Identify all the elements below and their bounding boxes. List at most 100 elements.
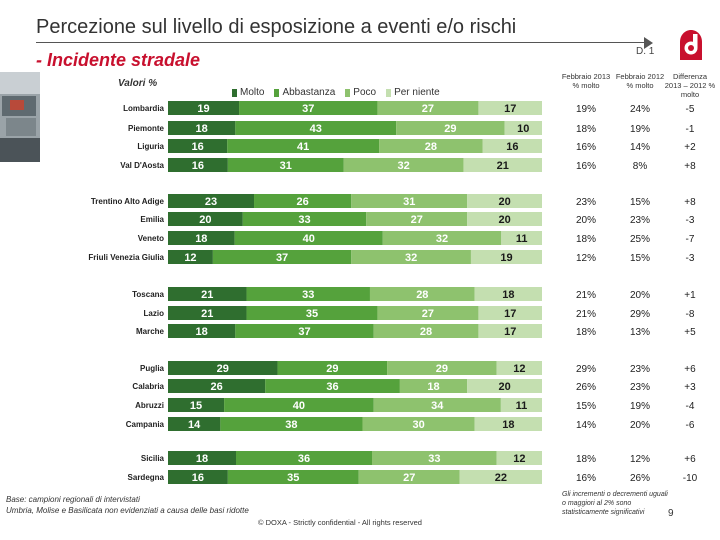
difference-value: +1 bbox=[684, 290, 696, 301]
bar-segment bbox=[474, 287, 542, 301]
bar-value-label: 12 bbox=[513, 453, 525, 465]
bar-segment bbox=[478, 324, 542, 338]
legend-item-molto: Molto bbox=[232, 87, 264, 98]
bar-value-label: 38 bbox=[285, 419, 297, 431]
bar-value-label: 18 bbox=[502, 289, 514, 301]
bar-segment bbox=[373, 324, 479, 338]
feb-2013-value: 20% bbox=[576, 215, 596, 226]
region-label: Sicilia bbox=[141, 454, 165, 463]
difference-value: +8 bbox=[684, 161, 696, 172]
difference-value: -5 bbox=[686, 104, 695, 115]
region-label: Liguria bbox=[137, 142, 164, 151]
feb-2012-value: 20% bbox=[630, 290, 650, 301]
bar-value-label: 16 bbox=[506, 141, 518, 153]
feb-2012-value: 24% bbox=[630, 104, 650, 115]
bar-segment bbox=[227, 139, 380, 153]
bar-value-label: 34 bbox=[431, 400, 444, 412]
bar-segment bbox=[504, 121, 542, 135]
slide-code: D. 1 bbox=[636, 46, 655, 57]
bar-segment bbox=[168, 101, 240, 115]
feb-2012-value: 19% bbox=[630, 124, 650, 135]
bar-value-label: 26 bbox=[297, 196, 309, 208]
bar-segment bbox=[168, 158, 228, 172]
bar-value-label: 27 bbox=[411, 214, 423, 226]
bar-segment bbox=[379, 139, 483, 153]
bar-value-label: 12 bbox=[184, 252, 196, 264]
bar-value-label: 21 bbox=[201, 308, 213, 320]
bar-segment bbox=[168, 306, 247, 320]
feb-2013-value: 15% bbox=[576, 401, 596, 412]
difference-value: -1 bbox=[686, 124, 695, 135]
legend-label: Per niente bbox=[394, 87, 440, 98]
bar-segment bbox=[470, 250, 542, 264]
region-label: Lazio bbox=[144, 309, 165, 318]
region-label: Trentino Alto Adige bbox=[91, 197, 165, 206]
difference-value: +6 bbox=[684, 364, 696, 375]
bar-value-label: 37 bbox=[276, 252, 288, 264]
feb-2012-value: 15% bbox=[630, 253, 650, 264]
region-label: Abruzzi bbox=[135, 401, 164, 410]
bar-value-label: 31 bbox=[403, 196, 415, 208]
feb-2013-value: 26% bbox=[576, 382, 596, 393]
bar-segment bbox=[168, 287, 247, 301]
bar-segment bbox=[168, 398, 225, 412]
bar-value-label: 33 bbox=[302, 289, 314, 301]
bar-value-label: 12 bbox=[513, 363, 525, 375]
difference-value: -4 bbox=[686, 401, 695, 412]
feb-2012-value: 19% bbox=[630, 401, 650, 412]
feb-2012-value: 15% bbox=[630, 197, 650, 208]
bar-value-label: 17 bbox=[504, 308, 516, 320]
feb-2013-value: 16% bbox=[576, 161, 596, 172]
significance-note: Gli incrementi o decrementi uguali o mag… bbox=[562, 491, 668, 516]
bar-value-label: 35 bbox=[306, 308, 318, 320]
column-header-feb-2013: Febbraio 2013 % molto bbox=[561, 72, 611, 90]
bar-value-label: 10 bbox=[517, 123, 529, 135]
bar-value-label: 29 bbox=[436, 363, 448, 375]
bar-value-label: 29 bbox=[444, 123, 456, 135]
difference-value: +8 bbox=[684, 197, 696, 208]
bar-segment bbox=[239, 101, 378, 115]
feb-2013-value: 18% bbox=[576, 454, 596, 465]
bar-segment bbox=[358, 470, 460, 484]
bar-value-label: 28 bbox=[416, 289, 428, 301]
region-label: Campania bbox=[126, 420, 165, 429]
legend-item-abbastanza: Abbastanza bbox=[274, 87, 335, 98]
feb-2012-value: 12% bbox=[630, 454, 650, 465]
bar-segment bbox=[168, 470, 228, 484]
feb-2013-value: 14% bbox=[576, 420, 596, 431]
bar-value-label: 36 bbox=[298, 453, 310, 465]
bar-value-label: 36 bbox=[326, 381, 338, 393]
difference-value: -7 bbox=[686, 234, 695, 245]
bar-value-label: 40 bbox=[293, 400, 305, 412]
legend-label: Molto bbox=[240, 87, 265, 98]
bar-segment bbox=[382, 231, 502, 245]
base-footnote: Base: campioni regionali di intervistati… bbox=[6, 494, 249, 516]
bar-segment bbox=[463, 158, 542, 172]
feb-2013-value: 16% bbox=[576, 142, 596, 153]
bar-segment bbox=[467, 194, 542, 208]
bar-value-label: 33 bbox=[298, 214, 310, 226]
difference-value: -10 bbox=[683, 473, 698, 484]
bar-value-label: 19 bbox=[500, 252, 512, 264]
footnote-line-1: Base: campioni regionali di intervistati bbox=[6, 495, 140, 504]
bar-value-label: 18 bbox=[196, 326, 208, 338]
bar-segment bbox=[351, 250, 471, 264]
feb-2012-value: 8% bbox=[633, 161, 648, 172]
bar-value-label: 29 bbox=[217, 363, 229, 375]
difference-value: -8 bbox=[686, 309, 695, 320]
bar-value-label: 37 bbox=[302, 103, 314, 115]
bar-segment bbox=[168, 139, 228, 153]
bar-segment bbox=[377, 306, 479, 320]
bar-segment bbox=[168, 194, 255, 208]
bar-segment bbox=[168, 417, 221, 431]
bar-segment bbox=[496, 451, 542, 465]
difference-value: -3 bbox=[686, 253, 695, 264]
bar-segment bbox=[254, 194, 352, 208]
page-title: Percezione sul livello di esposizione a … bbox=[36, 16, 517, 38]
bar-value-label: 11 bbox=[516, 400, 528, 412]
bar-value-label: 14 bbox=[188, 419, 201, 431]
bar-segment bbox=[227, 470, 359, 484]
feb-2013-value: 21% bbox=[576, 290, 596, 301]
feb-2013-value: 21% bbox=[576, 309, 596, 320]
